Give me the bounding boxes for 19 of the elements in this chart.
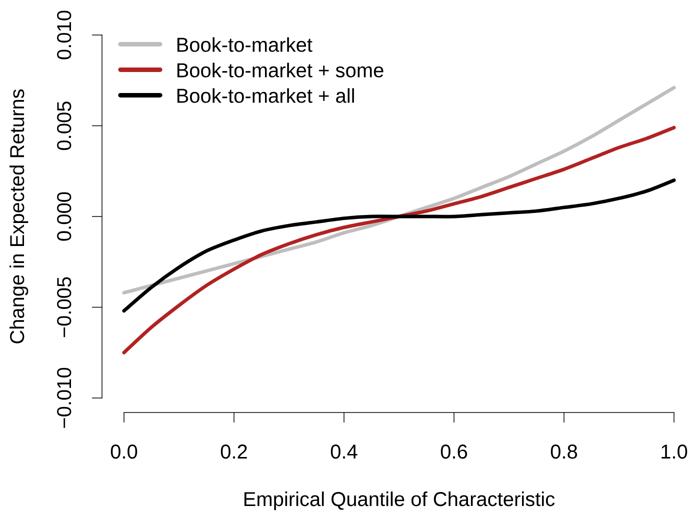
y-tick-label: −0.005 [57,277,72,338]
x-tick-label: 0.0 [110,444,138,459]
y-tick-label: 0.005 [57,102,72,150]
x-tick-label: 0.2 [220,444,247,459]
x-axis-title: Empirical Quantile of Characteristic [244,492,555,510]
y-axis-title: Change in Expected Returns [9,89,28,344]
y-tick-label: 0.000 [57,192,72,241]
y-tick-label: 0.010 [57,10,72,60]
legend-label: Book-to-market + all [177,88,354,103]
legend-label: Book-to-market [177,37,312,52]
line-series [122,86,676,294]
x-tick-label: 0.6 [440,444,468,459]
line-series [122,178,676,313]
x-tick-label: 0.4 [330,444,358,459]
x-tick-label: 1.0 [662,444,688,459]
line-series [122,126,676,354]
y-tick-label: −0.010 [57,368,72,428]
x-tick-label: 0.8 [550,444,578,459]
legend-label: Book-to-market + some [177,62,384,78]
